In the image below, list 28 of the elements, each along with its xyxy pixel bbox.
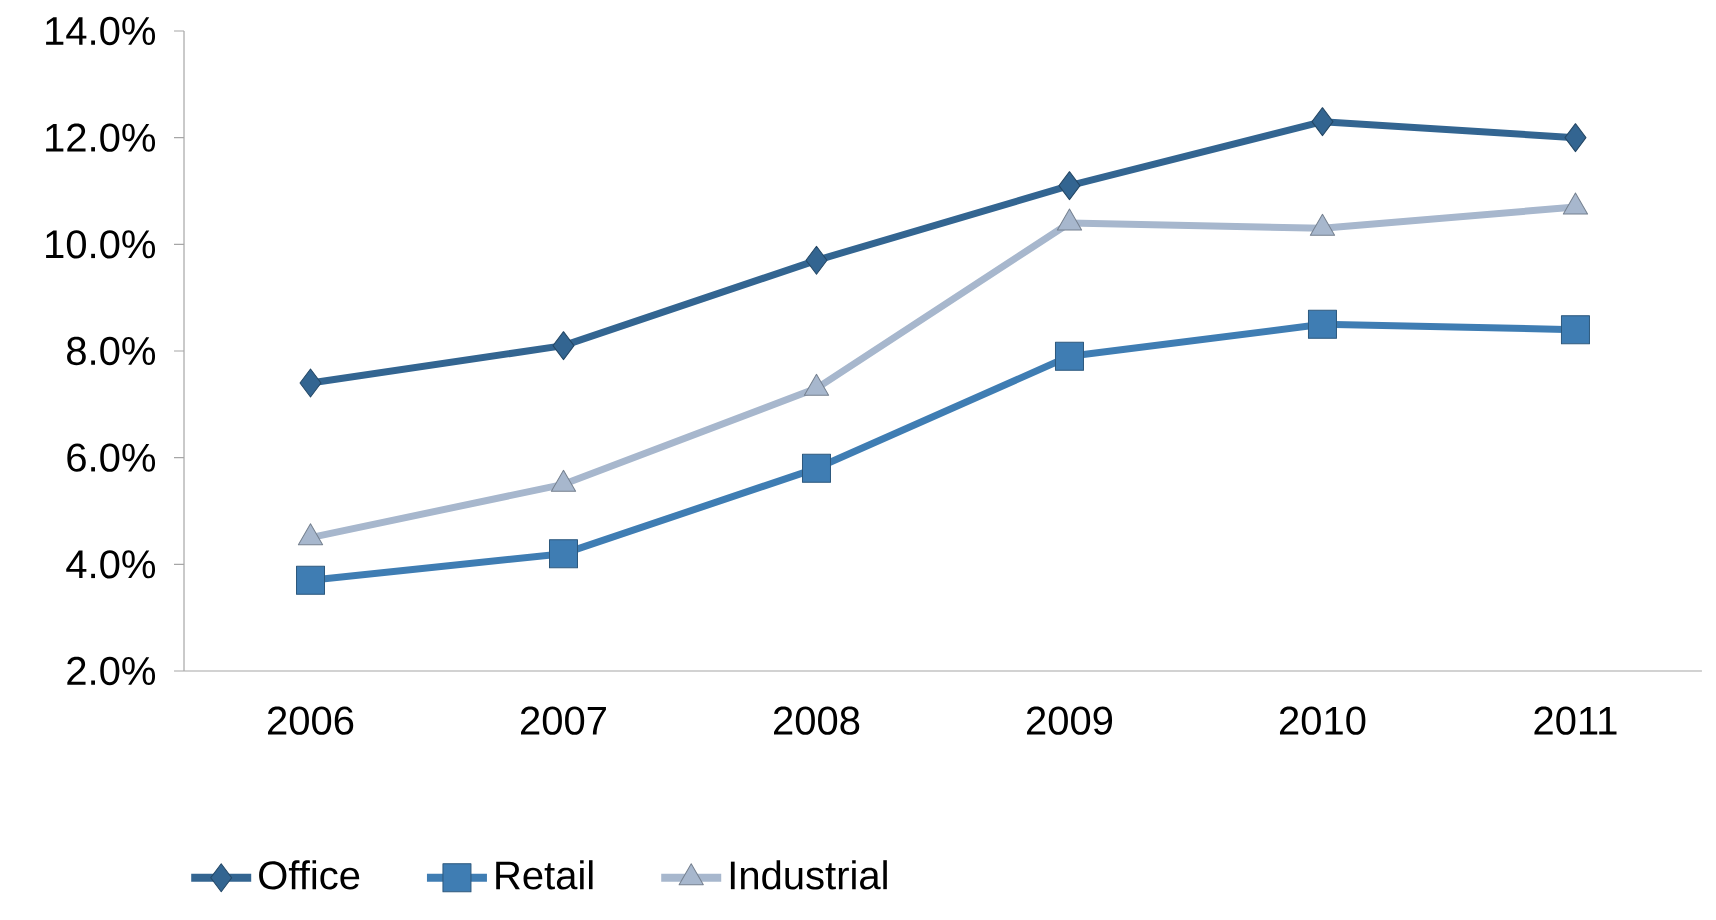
point bbox=[805, 245, 828, 275]
y-tick-label: 10.0% bbox=[46, 230, 156, 259]
point bbox=[1054, 341, 1084, 371]
point bbox=[296, 565, 325, 595]
point bbox=[1058, 171, 1081, 201]
y-tick-label: 12.0% bbox=[46, 123, 156, 152]
x-tick-label: 2008 bbox=[774, 706, 860, 735]
point bbox=[1564, 123, 1587, 153]
x-tick-label: 2010 bbox=[1279, 706, 1366, 735]
x-tick-label: 2006 bbox=[268, 706, 354, 735]
y-tick-label: 8.0% bbox=[67, 336, 156, 366]
point bbox=[548, 539, 578, 569]
point bbox=[801, 453, 831, 483]
legend-label: Retail bbox=[496, 860, 593, 890]
x-tick-label: 2007 bbox=[521, 706, 606, 735]
point bbox=[1560, 315, 1590, 345]
y-tick-label: 6.0% bbox=[67, 443, 156, 472]
y-tick-label: 2.0% bbox=[67, 656, 156, 686]
x-tick-label: 2009 bbox=[1026, 706, 1113, 735]
y-tick-label: 4.0% bbox=[66, 550, 156, 579]
legend-label: Industrial bbox=[730, 860, 887, 890]
x-tick-label: 2011 bbox=[1534, 706, 1617, 735]
legend-label: Office bbox=[259, 860, 360, 890]
point bbox=[1311, 107, 1334, 137]
point bbox=[1307, 309, 1337, 339]
point bbox=[299, 368, 322, 398]
y-tick-label: 14.0% bbox=[46, 16, 156, 46]
point bbox=[552, 331, 575, 361]
